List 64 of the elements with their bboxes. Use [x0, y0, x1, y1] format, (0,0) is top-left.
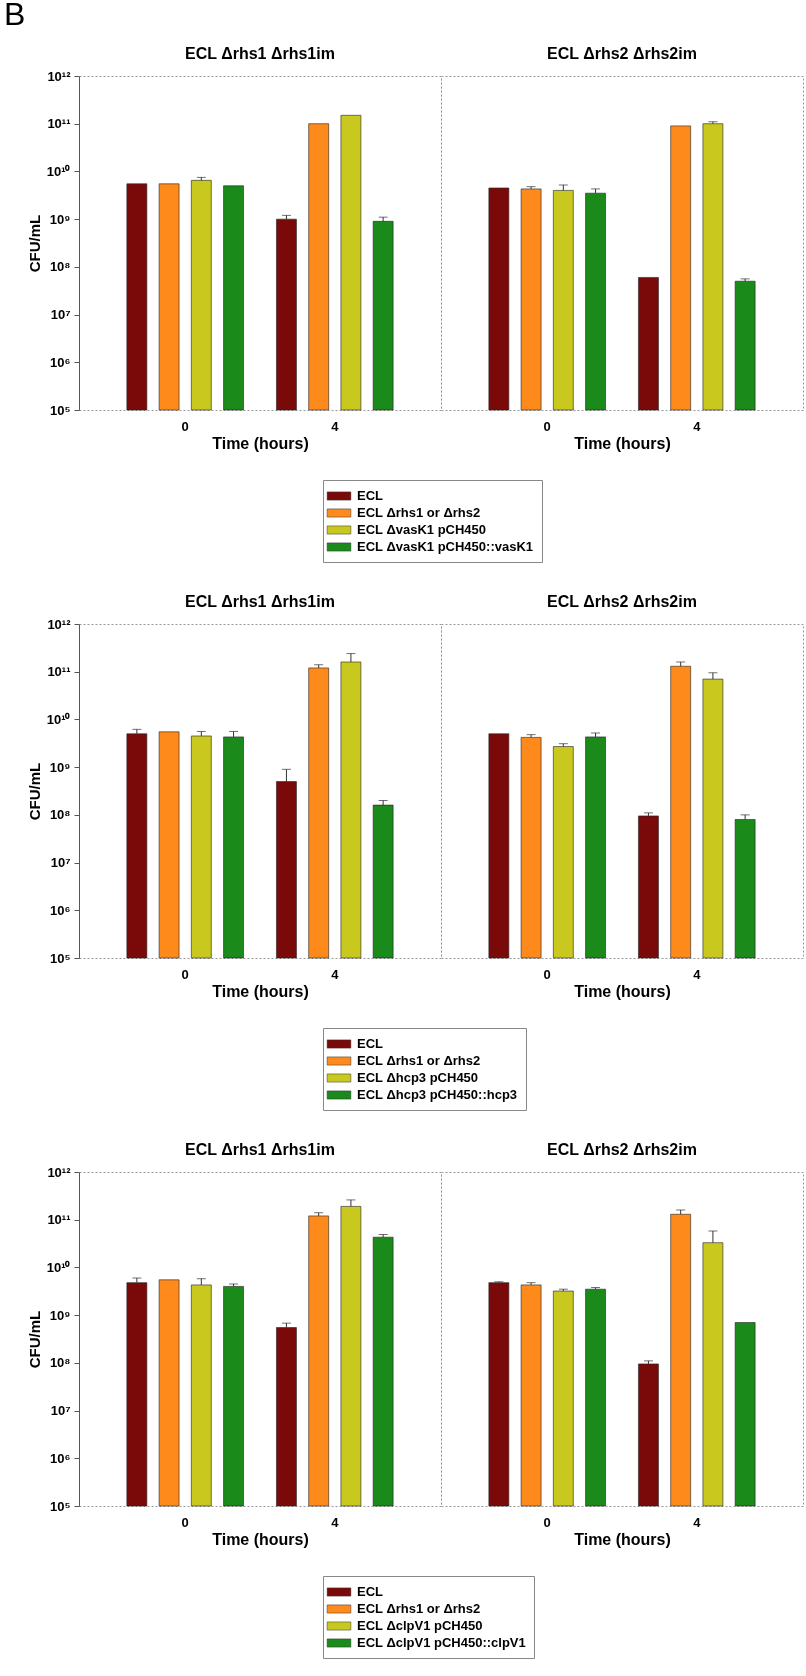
x-tick-label: 0 [181, 418, 189, 434]
legend-label: ECL Δrhs1 or Δrhs2 [357, 1053, 481, 1068]
x-tick-label: 0 [181, 1514, 189, 1530]
y-tick-label: 10¹² [47, 68, 72, 84]
legend-label: ECL Δrhs1 or Δrhs2 [357, 505, 481, 520]
y-tick-label: 10⁷ [50, 1403, 71, 1419]
x-axis-title: Time (hours) [212, 434, 309, 452]
y-tick-label: 10⁹ [49, 1307, 71, 1323]
x-tick-label: 4 [693, 418, 702, 434]
x-tick-label: 0 [543, 1514, 551, 1530]
x-tick-label: 4 [693, 966, 702, 982]
legend-label: ECL Δhcp3 pCH450 [357, 1070, 479, 1085]
y-tick-label: 10⁶ [50, 902, 71, 918]
legend-label: ECL ΔclpV1 pCH450 [357, 1618, 483, 1633]
y-tick-label: 10⁹ [49, 759, 71, 775]
x-tick-label: 4 [331, 966, 340, 982]
chart-title: ECL Δrhs1 Δrhs1im [185, 45, 335, 62]
legend-label: ECL Δrhs1 or Δrhs2 [357, 1601, 481, 1616]
chart-title: ECL Δrhs2 Δrhs2im [547, 45, 697, 62]
x-tick-label: 4 [331, 418, 340, 434]
x-axis-title: Time (hours) [574, 982, 671, 1000]
y-tick-label: 10¹¹ [47, 1212, 71, 1228]
y-tick-label: 10¹¹ [47, 116, 71, 132]
x-tick-label: 4 [331, 1514, 340, 1530]
chart-title: ECL Δrhs1 Δrhs1im [185, 1141, 335, 1158]
legend-label: ECL ΔclpV1 pCH450::clpV1 [357, 1635, 526, 1650]
chart-title: ECL Δrhs1 Δrhs1im [185, 593, 335, 610]
y-axis-title: CFU/mL [25, 762, 43, 821]
y-tick-label: 10¹² [47, 616, 72, 632]
y-tick-label: 10⁵ [49, 1498, 71, 1514]
legend-label: ECL [357, 488, 384, 503]
y-tick-label: 10⁸ [49, 1355, 71, 1371]
y-tick-label: 10⁶ [50, 1450, 71, 1466]
y-tick-label: 10⁷ [50, 855, 71, 871]
y-tick-label: 10¹¹ [47, 664, 71, 680]
y-tick-label: 10⁶ [50, 354, 71, 370]
chart-title: ECL Δrhs2 Δrhs2im [547, 593, 697, 610]
legend-label: ECL [357, 1036, 384, 1051]
chart-title: ECL Δrhs2 Δrhs2im [547, 1141, 697, 1158]
x-axis-title: Time (hours) [212, 1530, 309, 1548]
y-tick-label: 10⁵ [49, 950, 71, 966]
x-tick-label: 0 [543, 966, 551, 982]
x-axis-title: Time (hours) [212, 982, 309, 1000]
y-tick-label: 10¹⁰ [46, 1259, 71, 1275]
y-tick-label: 10⁸ [49, 259, 71, 275]
legend-label: ECL Δhcp3 pCH450::hcp3 [357, 1087, 518, 1102]
y-tick-label: 10¹⁰ [46, 163, 71, 179]
x-tick-label: 0 [181, 966, 189, 982]
legend-label: ECL ΔvasK1 pCH450::vasK1 [357, 539, 534, 554]
y-tick-label: 10⁵ [49, 402, 71, 418]
y-tick-label: 10⁹ [49, 211, 71, 227]
x-axis-title: Time (hours) [574, 1530, 671, 1548]
x-tick-label: 0 [543, 418, 551, 434]
y-tick-label: 10¹² [47, 1164, 72, 1180]
legend-label: ECL [357, 1584, 384, 1599]
x-tick-label: 4 [693, 1514, 702, 1530]
y-axis-title: CFU/mL [25, 1310, 43, 1369]
y-tick-label: 10¹⁰ [46, 711, 71, 727]
x-axis-title: Time (hours) [574, 434, 671, 452]
legend-label: ECL ΔvasK1 pCH450 [357, 522, 487, 537]
y-tick-label: 10⁷ [50, 307, 71, 323]
text: B [4, 0, 26, 33]
y-axis-title: CFU/mL [25, 214, 43, 273]
y-tick-label: 10⁸ [49, 807, 71, 823]
